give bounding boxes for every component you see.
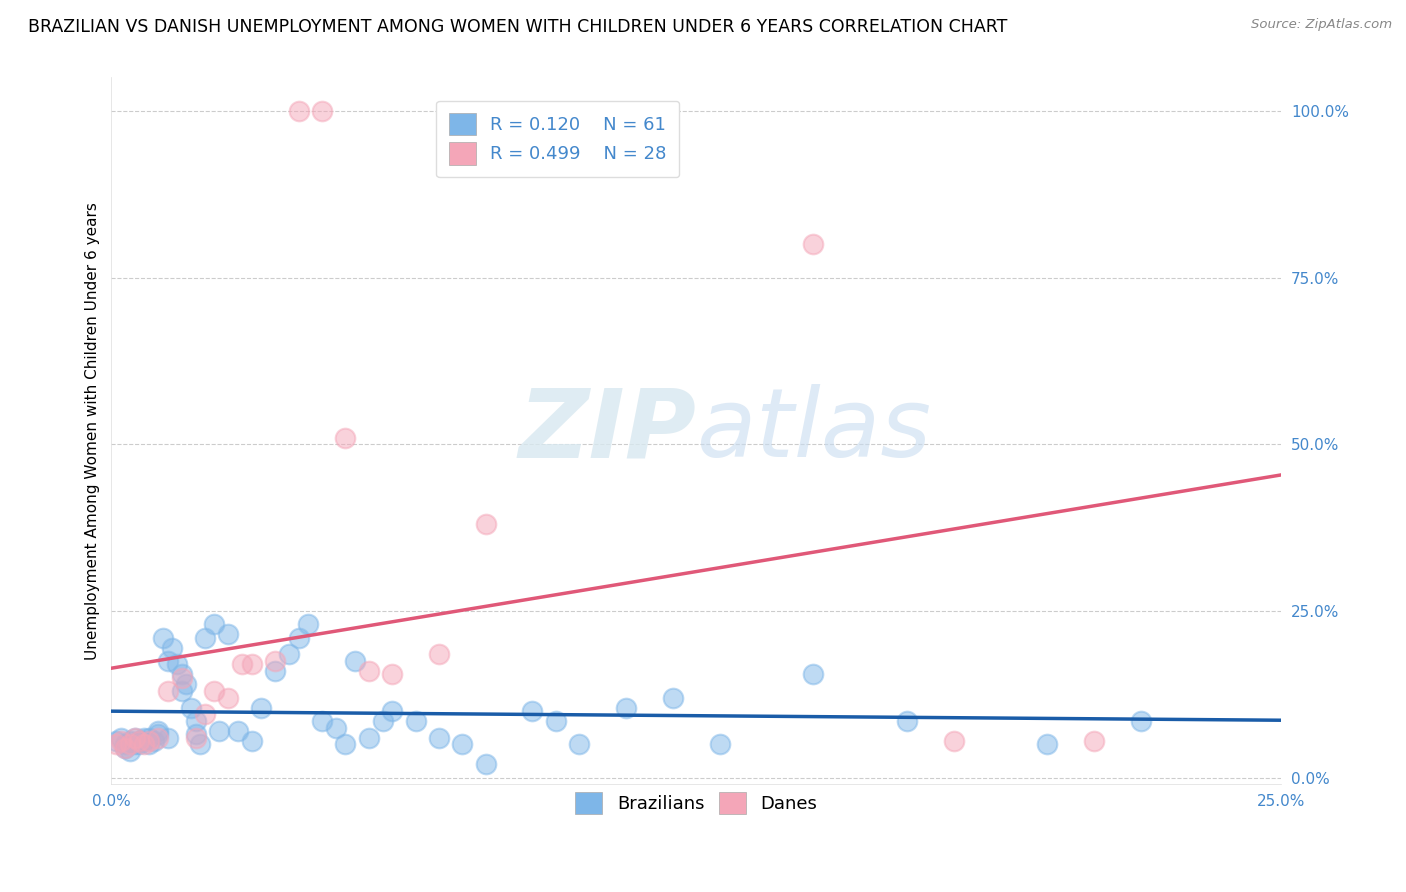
Point bbox=[357, 731, 380, 745]
Point bbox=[896, 714, 918, 728]
Point bbox=[614, 700, 637, 714]
Point bbox=[451, 738, 474, 752]
Point bbox=[114, 740, 136, 755]
Point bbox=[522, 704, 544, 718]
Point bbox=[357, 664, 380, 678]
Point bbox=[120, 744, 142, 758]
Point bbox=[662, 690, 685, 705]
Point bbox=[134, 731, 156, 745]
Point bbox=[335, 738, 357, 752]
Point bbox=[381, 704, 404, 718]
Point bbox=[801, 237, 824, 252]
Point bbox=[474, 757, 496, 772]
Point bbox=[801, 667, 824, 681]
Point bbox=[1036, 738, 1059, 752]
Point bbox=[148, 727, 170, 741]
Point bbox=[124, 738, 146, 752]
Point bbox=[544, 714, 567, 728]
Point bbox=[105, 738, 128, 752]
Point bbox=[170, 671, 193, 685]
Point bbox=[110, 731, 132, 745]
Point bbox=[231, 657, 253, 672]
Point bbox=[942, 734, 965, 748]
Point bbox=[427, 731, 450, 745]
Point bbox=[381, 667, 404, 681]
Point bbox=[188, 738, 211, 752]
Point bbox=[240, 734, 263, 748]
Point bbox=[1129, 714, 1152, 728]
Text: Source: ZipAtlas.com: Source: ZipAtlas.com bbox=[1251, 18, 1392, 31]
Point bbox=[148, 731, 170, 745]
Point bbox=[160, 640, 183, 655]
Point bbox=[1083, 734, 1105, 748]
Point bbox=[174, 677, 197, 691]
Point bbox=[124, 731, 146, 745]
Point bbox=[105, 734, 128, 748]
Y-axis label: Unemployment Among Women with Children Under 6 years: Unemployment Among Women with Children U… bbox=[86, 202, 100, 660]
Point bbox=[250, 700, 273, 714]
Point bbox=[138, 734, 160, 748]
Point bbox=[287, 103, 309, 118]
Point bbox=[166, 657, 188, 672]
Point bbox=[568, 738, 591, 752]
Point bbox=[325, 721, 347, 735]
Text: BRAZILIAN VS DANISH UNEMPLOYMENT AMONG WOMEN WITH CHILDREN UNDER 6 YEARS CORRELA: BRAZILIAN VS DANISH UNEMPLOYMENT AMONG W… bbox=[28, 18, 1008, 36]
Text: ZIP: ZIP bbox=[519, 384, 696, 477]
Legend: Brazilians, Danes: Brazilians, Danes bbox=[564, 781, 828, 825]
Point bbox=[128, 734, 150, 748]
Point bbox=[194, 631, 217, 645]
Point bbox=[287, 631, 309, 645]
Point bbox=[311, 103, 333, 118]
Point bbox=[202, 684, 225, 698]
Point bbox=[278, 648, 301, 662]
Point bbox=[156, 731, 179, 745]
Point bbox=[217, 627, 239, 641]
Point bbox=[128, 734, 150, 748]
Point bbox=[184, 714, 207, 728]
Point bbox=[311, 714, 333, 728]
Point bbox=[114, 740, 136, 755]
Point bbox=[202, 617, 225, 632]
Point bbox=[343, 654, 366, 668]
Point bbox=[138, 731, 160, 745]
Point bbox=[194, 707, 217, 722]
Point bbox=[184, 727, 207, 741]
Point bbox=[427, 648, 450, 662]
Point bbox=[170, 684, 193, 698]
Point bbox=[124, 731, 146, 745]
Point bbox=[405, 714, 427, 728]
Point bbox=[709, 738, 731, 752]
Point bbox=[217, 690, 239, 705]
Point bbox=[297, 617, 319, 632]
Point bbox=[134, 734, 156, 748]
Text: atlas: atlas bbox=[696, 384, 931, 477]
Point bbox=[114, 738, 136, 752]
Point bbox=[128, 738, 150, 752]
Point bbox=[184, 731, 207, 745]
Point bbox=[156, 684, 179, 698]
Point bbox=[138, 738, 160, 752]
Point bbox=[148, 724, 170, 739]
Point bbox=[240, 657, 263, 672]
Point bbox=[110, 734, 132, 748]
Point bbox=[120, 734, 142, 748]
Point bbox=[371, 714, 394, 728]
Point bbox=[134, 738, 156, 752]
Point bbox=[120, 738, 142, 752]
Point bbox=[226, 724, 249, 739]
Point bbox=[264, 664, 287, 678]
Point bbox=[142, 734, 165, 748]
Point bbox=[474, 517, 496, 532]
Point bbox=[208, 724, 231, 739]
Point bbox=[152, 631, 174, 645]
Point bbox=[335, 431, 357, 445]
Point bbox=[170, 667, 193, 681]
Point bbox=[180, 700, 202, 714]
Point bbox=[264, 654, 287, 668]
Point bbox=[156, 654, 179, 668]
